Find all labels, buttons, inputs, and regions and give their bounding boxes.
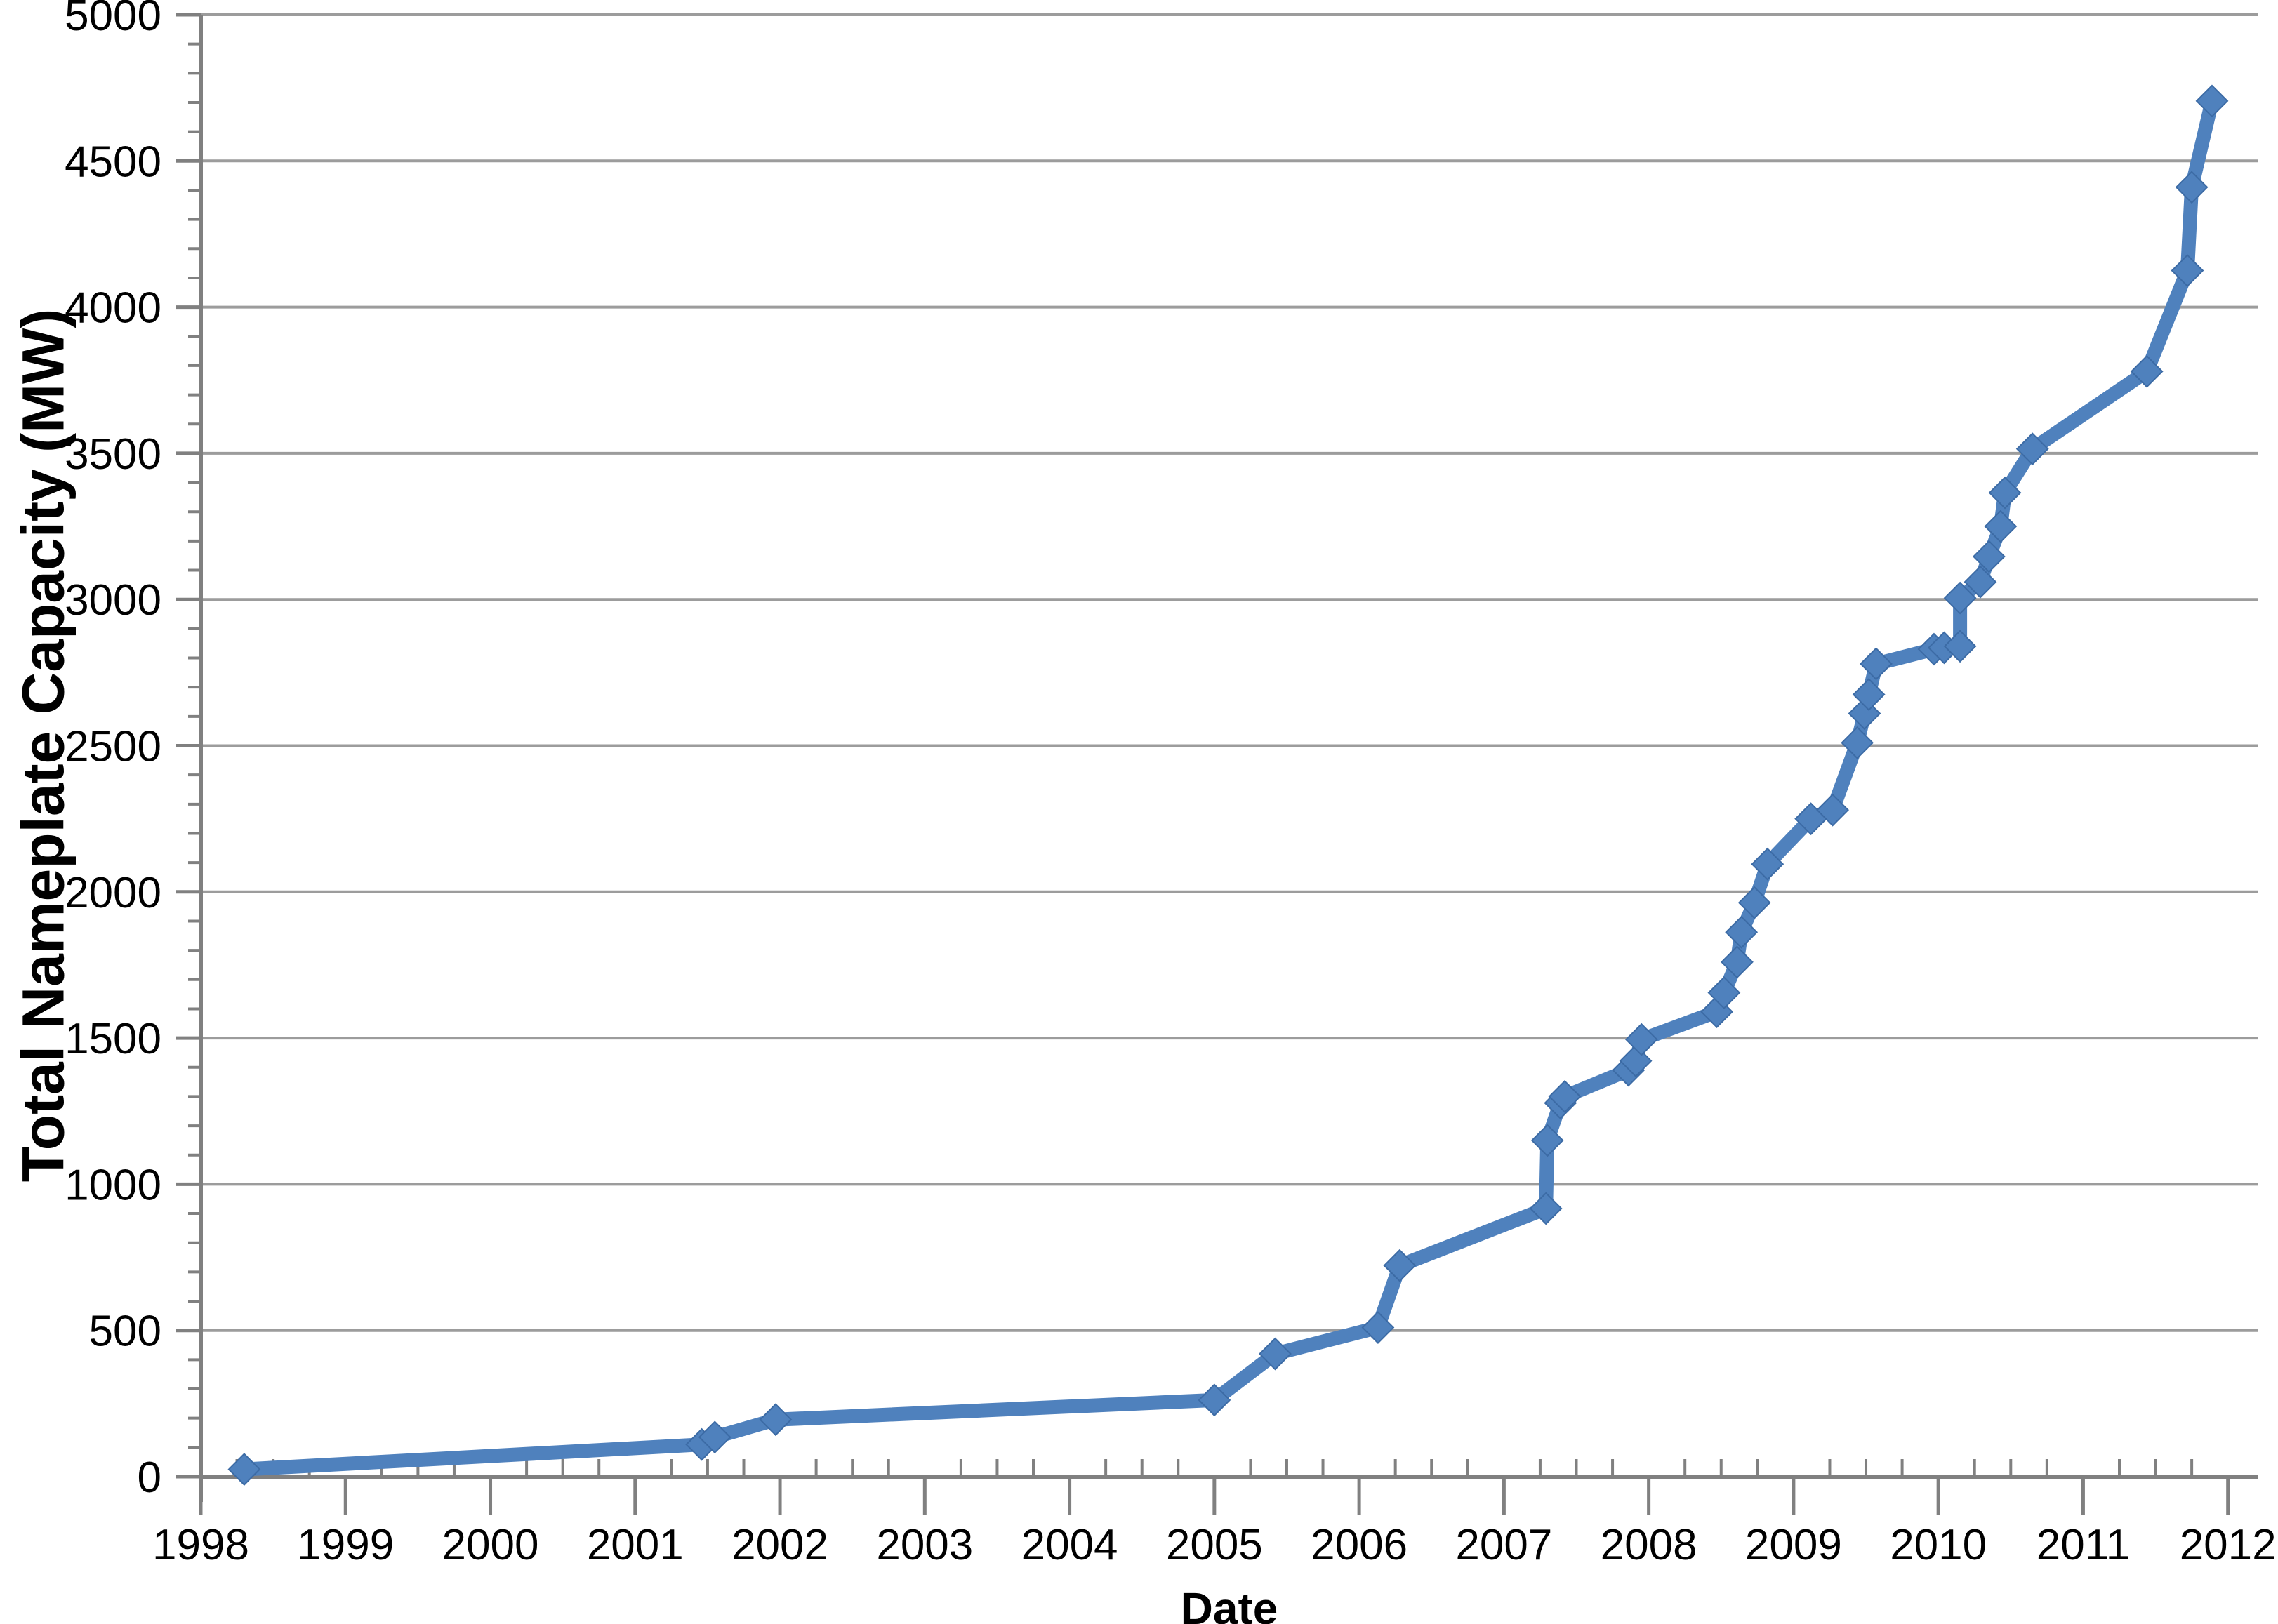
x-tick-label: 2003 — [876, 1521, 973, 1569]
y-tick-label: 0 — [138, 1453, 161, 1502]
x-tick-label: 2004 — [1021, 1521, 1118, 1569]
data-point-marker — [1259, 1337, 1292, 1371]
data-point-marker — [1943, 630, 1977, 663]
data-point-marker — [1721, 945, 1754, 979]
y-tick-label: 3500 — [65, 430, 161, 479]
x-tick-labels: 1998 1999 2000 2001 2002 2003 2004 2005 2006 2007… — [152, 1521, 2277, 1569]
data-point-marker — [1361, 1311, 1395, 1344]
data-point-marker — [698, 1420, 731, 1454]
x-tick-label: 2009 — [1745, 1521, 1842, 1569]
y-tick-label: 2500 — [65, 723, 161, 771]
y-tick-label: 4500 — [65, 138, 161, 186]
data-point-marker — [1751, 847, 1784, 881]
data-point-marker — [1530, 1124, 1564, 1157]
data-point-marker — [1860, 647, 1893, 681]
x-tick-label: 2002 — [731, 1521, 828, 1569]
data-point-marker — [1383, 1249, 1417, 1282]
gridlines — [201, 13, 2258, 1332]
data-line — [237, 93, 2219, 1477]
data-point-marker — [759, 1403, 793, 1437]
data-point-marker — [2130, 354, 2164, 388]
data-point-marker — [1619, 1044, 1653, 1078]
y-tick-label: 500 — [89, 1307, 161, 1356]
data-point-marker — [2015, 432, 2049, 466]
x-tick-label: 2008 — [1601, 1521, 1697, 1569]
x-tick-label: 2005 — [1166, 1521, 1263, 1569]
axes — [176, 13, 2258, 1515]
x-tick-label: 2001 — [587, 1521, 684, 1569]
data-point-marker — [1725, 915, 1759, 949]
data-point-marker — [1737, 886, 1771, 919]
x-tick-label: 2000 — [442, 1521, 539, 1569]
data-point-marker — [1841, 726, 1874, 759]
data-point-marker — [1943, 581, 1977, 615]
data-point-marker — [2175, 171, 2209, 204]
x-tick-label: 1998 — [152, 1521, 249, 1569]
y-tick-label: 4000 — [65, 284, 161, 333]
data-series — [227, 84, 2229, 1486]
x-tick-label: 2007 — [1455, 1521, 1552, 1569]
data-point-marker — [227, 1453, 261, 1486]
data-point-marker — [2195, 84, 2229, 118]
data-point-marker — [1972, 540, 2006, 573]
y-tick-label: 2000 — [65, 869, 161, 917]
data-point-marker — [1700, 995, 1733, 1029]
x-axis-title: Date — [1180, 1583, 1278, 1624]
data-point-marker — [1707, 976, 1741, 1009]
data-point-marker — [1816, 793, 1850, 827]
x-tick-label: 2010 — [1890, 1521, 1987, 1569]
x-tick-label: 1999 — [297, 1521, 394, 1569]
y-tick-label: 1500 — [65, 1015, 161, 1063]
data-point-marker — [1852, 678, 1886, 712]
data-point-marker — [1548, 1080, 1582, 1113]
data-point-marker — [1984, 510, 2018, 543]
y-tick-label: 3000 — [65, 576, 161, 625]
y-tick-label: 5000 — [65, 0, 161, 40]
data-point-marker — [1988, 476, 2022, 510]
data-point-marker — [1964, 565, 1997, 599]
x-tick-label: 2011 — [2037, 1521, 2130, 1569]
y-axis-title: Total Nameplate Capacity (MW) — [10, 308, 77, 1183]
data-point-marker — [1624, 1023, 1658, 1056]
y-tick-labels: 0 500 1000 1500 2000 2500 3000 3500 4000 4500 5000 — [65, 0, 161, 1502]
data-point-marker — [1198, 1383, 1231, 1417]
data-point-marker — [2171, 254, 2204, 287]
data-point-marker — [1529, 1192, 1563, 1225]
x-tick-label: 2006 — [1311, 1521, 1408, 1569]
y-tick-label: 1000 — [65, 1161, 161, 1209]
x-tick-label: 2012 — [2180, 1521, 2277, 1569]
